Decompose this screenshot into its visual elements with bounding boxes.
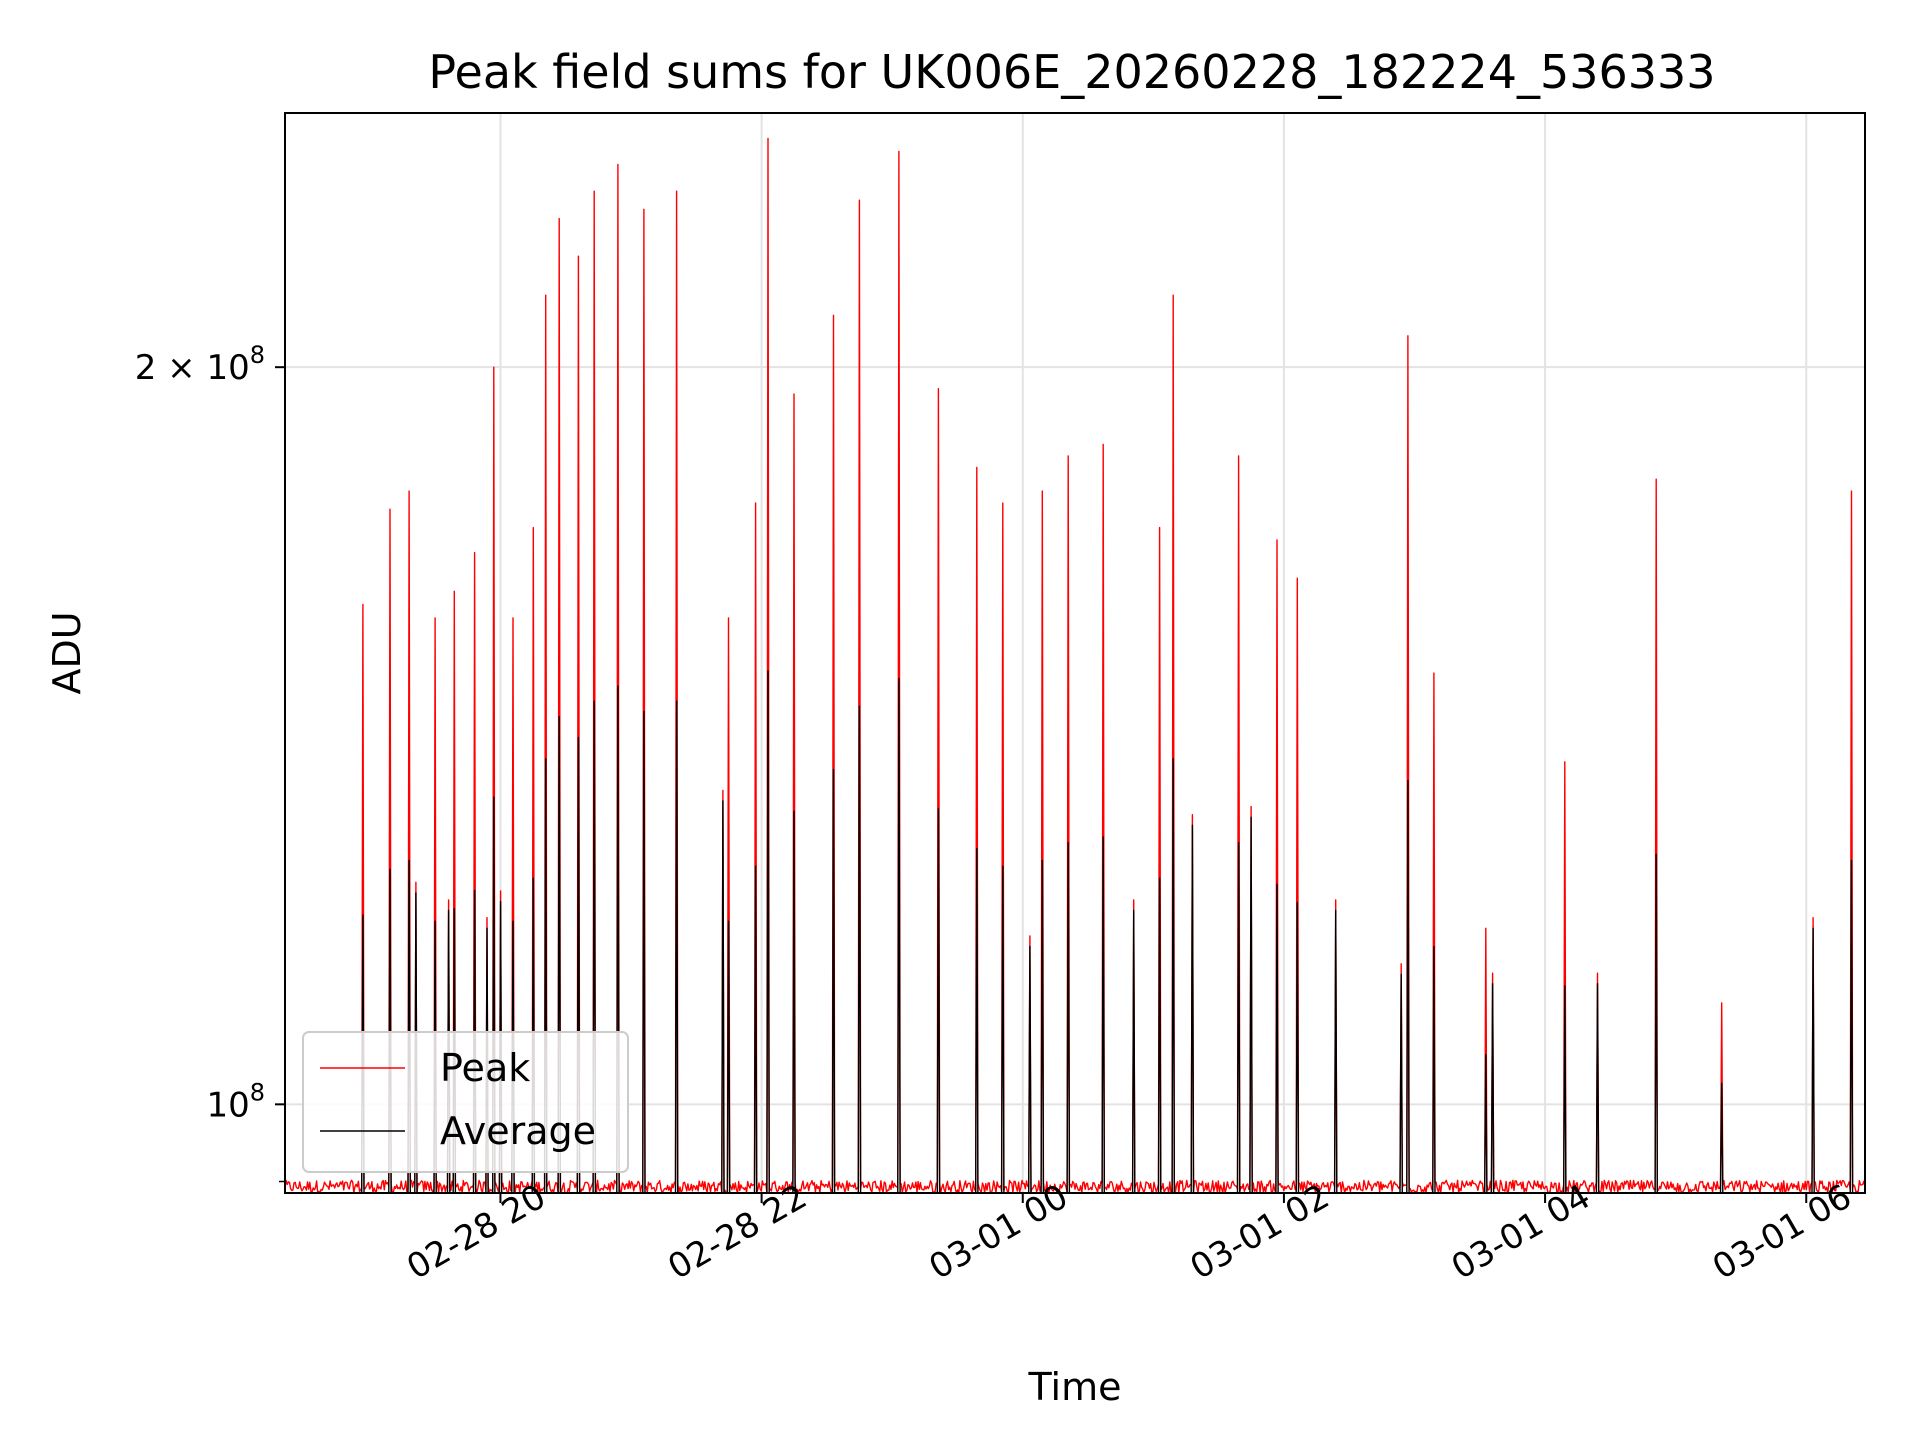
y-axis-label: ADU bbox=[45, 611, 89, 694]
y-tick-label: 2 × 108 bbox=[135, 341, 265, 388]
chart-title: Peak field sums for UK006E_20260228_1822… bbox=[428, 45, 1715, 99]
x-axis-label: Time bbox=[1028, 1365, 1122, 1409]
peak-series-line bbox=[285, 137, 1865, 1193]
legend-average-label: Average bbox=[440, 1109, 596, 1153]
legend: Peak Average bbox=[302, 1031, 629, 1173]
y-tick-label: 108 bbox=[206, 1078, 265, 1125]
legend-peak-label: Peak bbox=[440, 1046, 530, 1090]
plot-frame bbox=[284, 112, 1866, 1194]
series-layer bbox=[285, 137, 1865, 1193]
legend-box bbox=[302, 1031, 629, 1173]
